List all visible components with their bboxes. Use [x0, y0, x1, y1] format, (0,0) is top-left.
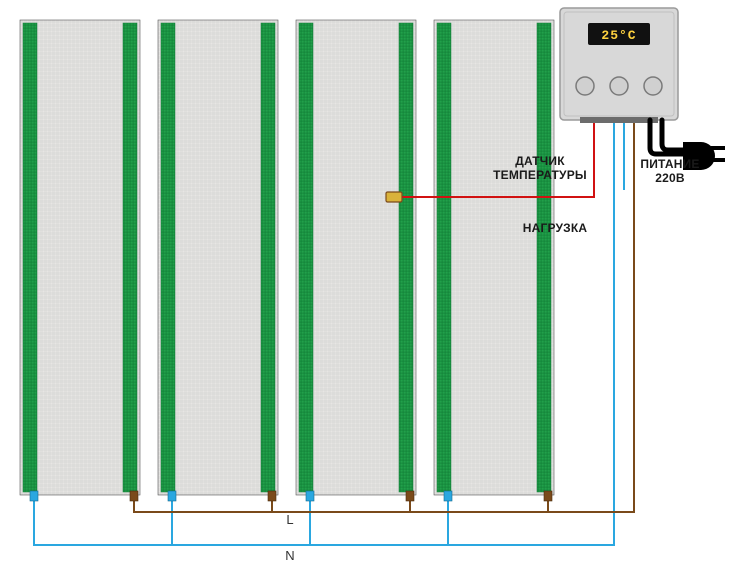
label-power-line2: 220В [655, 171, 685, 185]
heating-film-panel [434, 20, 554, 495]
clip-live [130, 491, 138, 501]
busbar-left [437, 23, 451, 492]
clip-neutral [306, 491, 314, 501]
busbar-left [161, 23, 175, 492]
clip-neutral [30, 491, 38, 501]
wiring-diagram: L N 25°C ДАТЧИКТЕМПЕРАТУРЫ НАГРУЗКА ПИТАНИЕ… [0, 0, 750, 582]
thermostat-button[interactable] [610, 77, 628, 95]
busbar-right [123, 23, 137, 492]
busbar-left [299, 23, 313, 492]
plug-prong [711, 158, 725, 162]
label-load: НАГРУЗКА [523, 221, 588, 235]
clip-live [268, 491, 276, 501]
sensor-probe [386, 192, 402, 202]
heating-film-panel [158, 20, 278, 495]
thermostat-button[interactable] [644, 77, 662, 95]
busbar-left [23, 23, 37, 492]
clip-live [406, 491, 414, 501]
plug-prong [711, 146, 725, 150]
thermostat-reading: 25°C [601, 28, 636, 43]
clip-live [544, 491, 552, 501]
busbar-right [537, 23, 551, 492]
terminal-strip [580, 117, 658, 123]
clip-neutral [168, 491, 176, 501]
busbar-right [261, 23, 275, 492]
heating-film-panel [296, 20, 416, 495]
label-sensor-line2: ТЕМПЕРАТУРЫ [493, 168, 587, 182]
thermostat-button[interactable] [576, 77, 594, 95]
thermostat: 25°C [560, 8, 678, 123]
label-neutral: N [285, 548, 294, 563]
mains-cable [662, 120, 683, 150]
heating-film-panel [20, 20, 140, 495]
label-power-line1: ПИТАНИЕ [640, 157, 699, 171]
label-live: L [286, 512, 293, 527]
temperature-sensor [386, 192, 402, 202]
busbar-right [399, 23, 413, 492]
label-sensor-line1: ДАТЧИК [515, 154, 565, 168]
clip-neutral [444, 491, 452, 501]
